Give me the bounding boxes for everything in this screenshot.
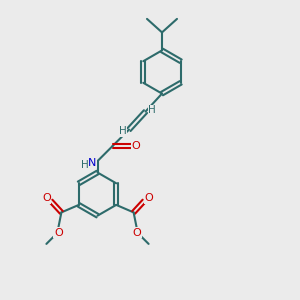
Text: H: H (81, 160, 89, 170)
Text: O: O (144, 193, 153, 203)
Text: O: O (54, 228, 63, 238)
Text: O: O (131, 141, 140, 151)
Text: H: H (148, 105, 156, 115)
Text: O: O (132, 228, 141, 238)
Text: O: O (42, 193, 51, 203)
Text: N: N (88, 158, 96, 168)
Text: H: H (118, 126, 126, 136)
